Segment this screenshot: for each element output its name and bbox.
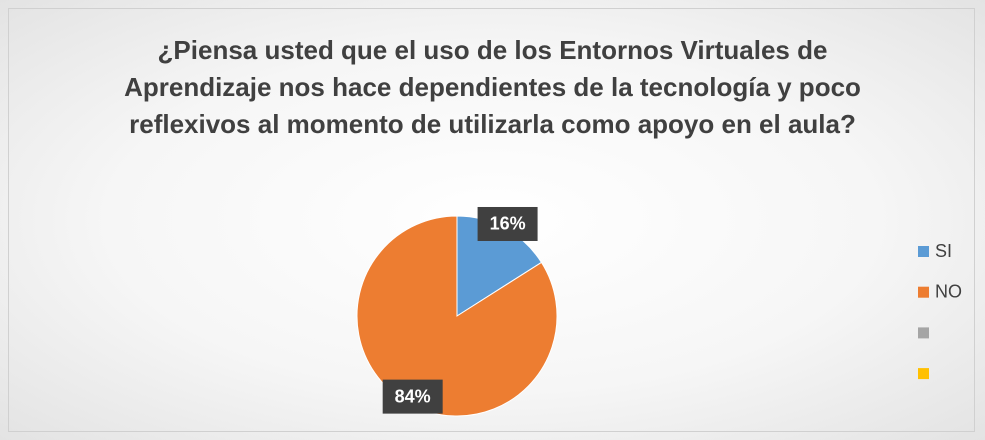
- legend-swatch: [918, 368, 929, 380]
- chart-border: [8, 8, 975, 432]
- legend-swatch: [918, 246, 929, 257]
- data-label-box: [382, 379, 443, 414]
- legend-label: SI: [935, 241, 952, 261]
- legend-swatch: [918, 286, 929, 298]
- data-label: 16%: [490, 214, 526, 234]
- legend-swatch: [918, 327, 929, 339]
- legend-label: NO: [935, 281, 962, 301]
- data-label-box: [477, 206, 538, 241]
- data-label: 84%: [395, 386, 431, 406]
- chart-title: ¿Piensa usted que el uso de los Entornos…: [124, 35, 861, 139]
